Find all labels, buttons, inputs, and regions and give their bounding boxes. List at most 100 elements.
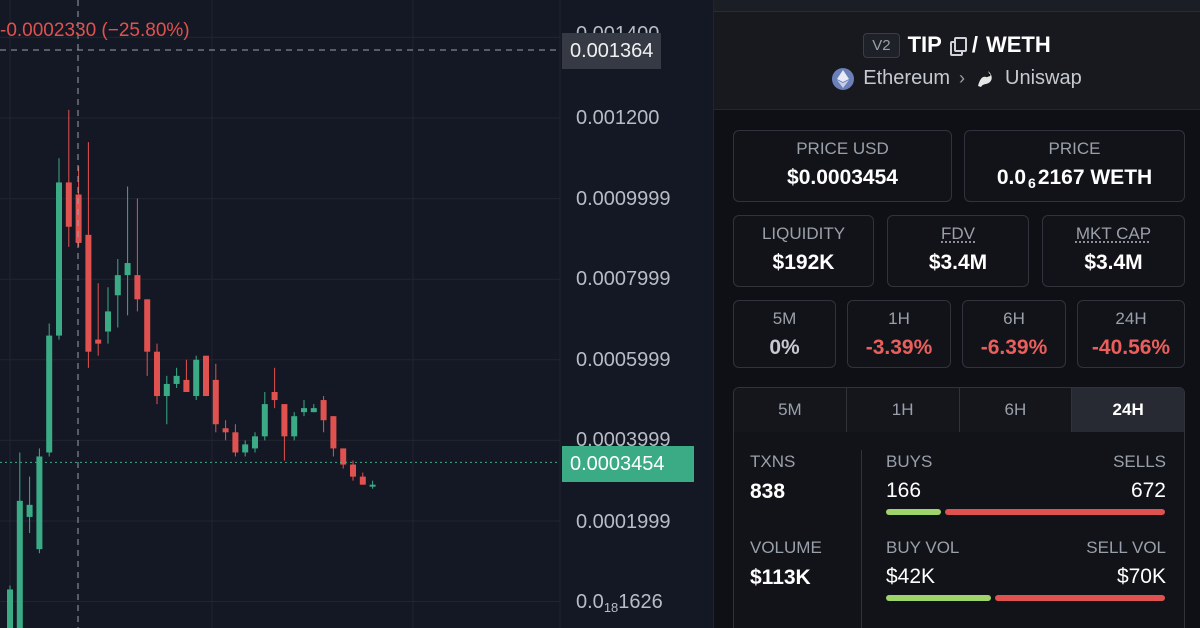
buy-volume-ratio-bar	[886, 595, 991, 601]
candle-body	[203, 355, 209, 397]
stats-divider	[861, 450, 862, 628]
sells-ratio-bar	[945, 509, 1165, 515]
candle-body	[310, 408, 317, 413]
crosshair-price-tag: 0.001364	[562, 33, 662, 69]
candle-body	[369, 484, 376, 487]
candle-body	[65, 182, 72, 227]
change-6h-value: -6.39%	[980, 336, 1048, 359]
change-6h-box[interactable]: 6H -6.39%	[962, 300, 1066, 368]
y-axis-tick-label: 0.0001999	[576, 511, 671, 533]
buy-vol-value: $42K	[886, 565, 936, 588]
price-change-label: -0.0002330 (−25.80%)	[0, 20, 190, 41]
change-1h-label: 1H	[888, 309, 910, 328]
liquidity-value: $192K	[772, 251, 835, 274]
base-token-symbol: TIP	[907, 32, 942, 57]
tab-1h[interactable]: 1H	[846, 388, 960, 432]
candle-body	[75, 194, 82, 243]
candle-body	[261, 404, 268, 437]
uniswap-icon	[974, 68, 996, 90]
pair-header: V2 TIP / WETH Ethereum › Uniswap	[714, 12, 1200, 110]
candle-body	[320, 400, 327, 421]
candle-body	[183, 379, 190, 392]
candle-body	[232, 432, 239, 453]
txns-label: TXNS	[750, 452, 796, 471]
market-cap-label: MKT CAP	[1075, 224, 1152, 243]
fdv-value: $3.4M	[928, 251, 988, 274]
change-24h-label: 24H	[1115, 309, 1147, 328]
price-usd-label: PRICE USD	[796, 139, 889, 158]
candle-body	[114, 275, 121, 296]
change-24h-value: -40.56%	[1091, 336, 1171, 359]
candle-body	[95, 339, 102, 344]
txns-value: 838	[750, 480, 786, 503]
candle-body	[46, 335, 53, 453]
tab-5m[interactable]: 5M	[734, 388, 847, 432]
candle-body	[26, 504, 33, 517]
change-6h-label: 6H	[1003, 309, 1025, 328]
sell-vol-label: SELL VOL	[1086, 538, 1166, 557]
y-axis-tick-label: 0.0003999	[576, 429, 671, 451]
candle-body	[144, 299, 151, 352]
candle-body	[173, 375, 180, 384]
ethereum-icon	[832, 67, 855, 90]
price-chart[interactable]: 0.001200 0.0009999 0.0007999 0.0005999 0.000…	[0, 0, 713, 628]
candle-body	[16, 500, 23, 628]
change-5m-label: 5M	[772, 309, 797, 328]
candle-body	[193, 359, 200, 397]
volume-label: VOLUME	[750, 538, 822, 557]
candle-body	[301, 408, 307, 413]
candle-body	[212, 379, 219, 425]
change-5m-box[interactable]: 5M 0%	[733, 300, 836, 368]
buy-vol-label: BUY VOL	[886, 538, 960, 557]
candle-body	[36, 456, 43, 550]
candle-body	[124, 263, 131, 276]
change-1h-box[interactable]: 1H -3.39%	[847, 300, 951, 368]
chevron-right-icon: ›	[959, 68, 965, 88]
price-native-label: PRICE	[1048, 139, 1101, 158]
candle-body	[163, 383, 170, 397]
candle-body	[56, 182, 62, 336]
sell-vol-value: $70K	[1116, 565, 1166, 588]
change-5m-value: 0%	[769, 336, 800, 359]
price-usd-value: $0.0003454	[787, 166, 898, 189]
candle-body	[85, 234, 92, 352]
candle-body	[252, 436, 258, 449]
sells-value: 672	[1130, 479, 1166, 502]
volume-value: $113K	[750, 566, 811, 589]
change-24h-box[interactable]: 24H -40.56%	[1077, 300, 1185, 368]
copy-icon[interactable]	[949, 37, 967, 56]
fdv-box[interactable]: FDV $3.4M	[887, 215, 1029, 287]
current-price-tag: 0.0003454	[562, 446, 694, 482]
buys-label: BUYS	[886, 452, 933, 471]
price-usd-box: PRICE USD $0.0003454	[733, 130, 952, 202]
candle-body	[271, 391, 278, 401]
tab-24h[interactable]: 24H	[1072, 388, 1184, 432]
candle-body	[7, 589, 13, 628]
price-native-value: 0.0 62167 WETH	[996, 166, 1153, 191]
candlestick-chart-canvas[interactable]: 0.001200 0.0009999 0.0007999 0.0005999 0.000…	[0, 0, 713, 628]
y-axis-tick-label: 0.0007999	[576, 268, 671, 290]
fdv-label: FDV	[941, 224, 975, 243]
market-cap-value: $3.4M	[1084, 251, 1143, 274]
quote-token-symbol: WETH	[985, 32, 1051, 57]
sells-label: SELLS	[1113, 452, 1166, 471]
liquidity-box: LIQUIDITY $192K	[733, 215, 874, 287]
tab-6h[interactable]: 6H	[959, 388, 1073, 432]
candle-body	[134, 275, 141, 300]
price-native-box: PRICE 0.0 62167 WETH	[964, 130, 1185, 202]
y-axis-tick-label-bottom: 0.0181626	[576, 591, 663, 615]
transaction-stats: TXNS 838 BUYS SELLS 166 672 VOLUME $113K…	[733, 432, 1185, 628]
liquidity-label: LIQUIDITY	[761, 224, 846, 243]
y-axis-tick-label: 0.001200	[576, 107, 659, 129]
market-cap-box[interactable]: MKT CAP $3.4M	[1042, 215, 1185, 287]
timeframe-tabs: 5M 1H 6H 24H	[733, 387, 1185, 433]
dex-name-link[interactable]: Uniswap	[1005, 67, 1082, 89]
sell-volume-ratio-bar	[995, 595, 1165, 601]
buys-value: 166	[886, 479, 922, 502]
chain-name-link[interactable]: Ethereum	[863, 67, 950, 89]
panel-top-strip	[714, 0, 1200, 12]
candle-body	[281, 404, 288, 437]
candle-body	[105, 311, 111, 332]
buys-ratio-bar	[886, 509, 941, 515]
version-badge: V2	[863, 32, 900, 58]
